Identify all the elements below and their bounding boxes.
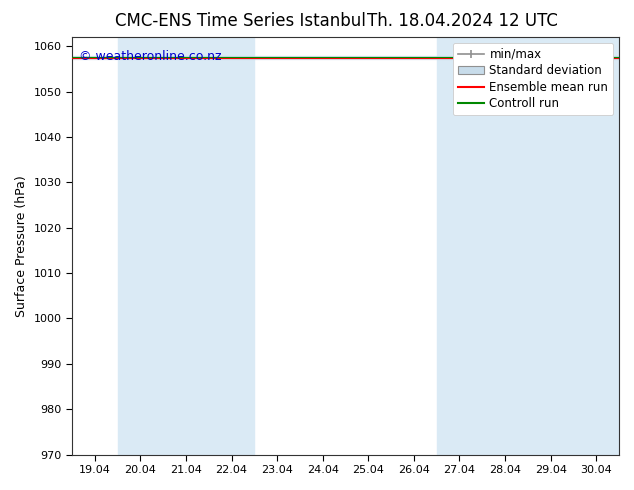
Text: Th. 18.04.2024 12 UTC: Th. 18.04.2024 12 UTC	[367, 12, 559, 30]
Y-axis label: Surface Pressure (hPa): Surface Pressure (hPa)	[15, 175, 28, 317]
Text: © weatheronline.co.nz: © weatheronline.co.nz	[79, 49, 221, 63]
Bar	[437, 37, 573, 455]
Bar	[573, 37, 634, 455]
Text: CMC-ENS Time Series Istanbul: CMC-ENS Time Series Istanbul	[115, 12, 366, 30]
Bar	[118, 37, 254, 455]
Legend: min/max, Standard deviation, Ensemble mean run, Controll run: min/max, Standard deviation, Ensemble me…	[453, 43, 613, 115]
